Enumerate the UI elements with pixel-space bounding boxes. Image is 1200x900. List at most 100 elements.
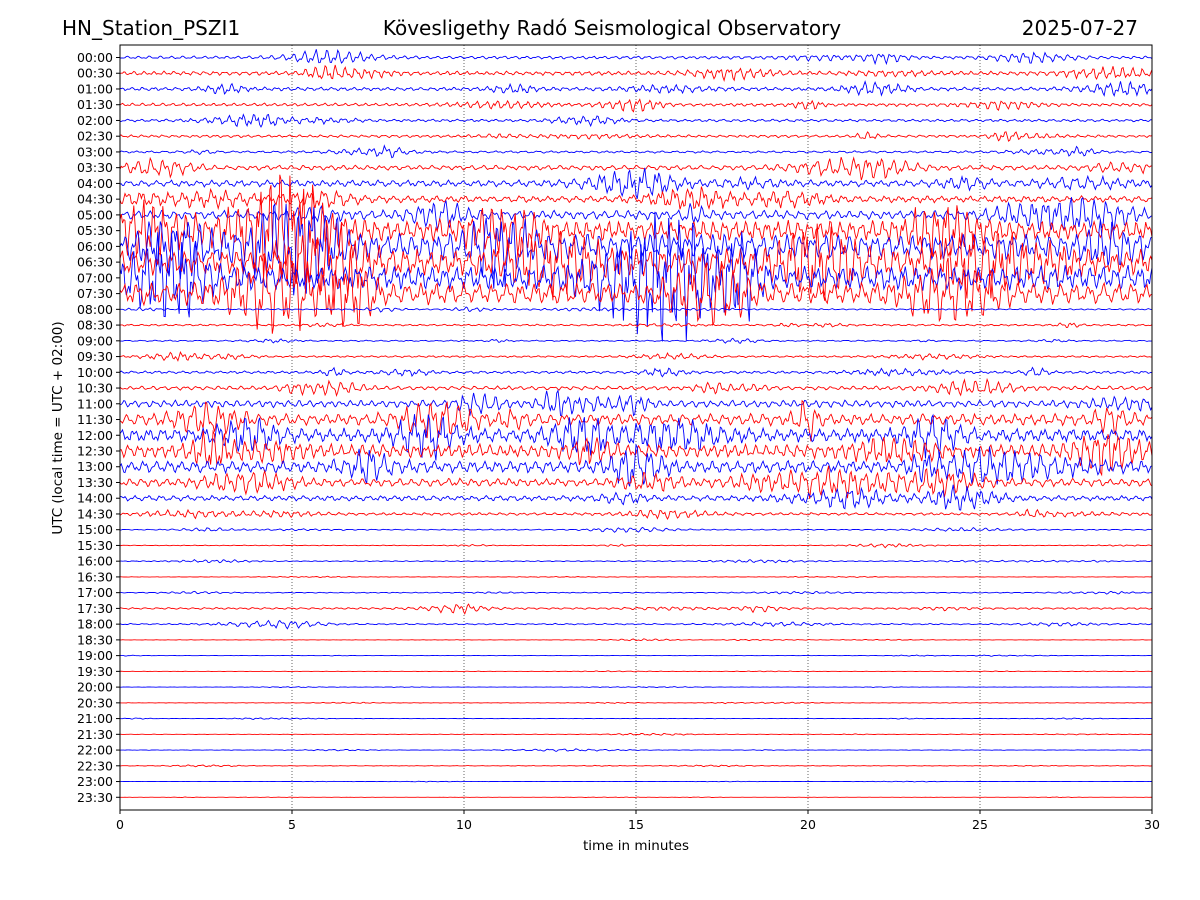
y-axis-label: UTC (local time = UTC + 02:00) (50, 321, 66, 534)
y-tick-label: 05:30 (77, 223, 113, 238)
trace-0800 (120, 306, 1153, 313)
trace-2330 (120, 796, 1153, 799)
trace-1730 (119, 603, 1153, 615)
x-tick-label: 25 (972, 817, 988, 832)
x-tick-label: 0 (116, 817, 124, 832)
trace-0030 (119, 64, 1153, 82)
trace-0930 (119, 351, 1153, 362)
trace-0130 (119, 98, 1153, 113)
y-tick-label: 20:30 (77, 695, 113, 710)
y-tick-label: 03:30 (77, 160, 113, 175)
trace-0200 (119, 113, 1153, 128)
trace-1930 (119, 670, 1153, 673)
trace-0230 (119, 131, 1153, 142)
y-tick-label: 06:30 (77, 255, 113, 270)
y-tick-label: 11:30 (77, 412, 113, 427)
trace-0600 (119, 202, 1153, 296)
y-tick-label: 00:30 (77, 66, 113, 81)
y-tick-label: 07:30 (77, 286, 113, 301)
y-tick-label: 13:00 (77, 459, 113, 474)
trace-2030 (119, 701, 1153, 705)
x-tick-label: 15 (628, 817, 644, 832)
trace-2200 (119, 748, 1152, 752)
trace-1000 (119, 366, 1153, 378)
trace-2300 (120, 780, 1152, 783)
y-tick-label: 10:30 (77, 381, 113, 396)
y-tick-label: 18:30 (77, 632, 113, 647)
y-tick-label: 12:00 (77, 428, 113, 443)
station-name: HN_Station_PSZI1 (62, 16, 240, 40)
trace-0000 (120, 48, 1153, 66)
chart-date: 2025-07-27 (1022, 16, 1138, 40)
y-tick-label: 12:30 (77, 444, 113, 459)
y-axis-ticks: 00:0000:3001:0001:3002:0002:3003:0003:30… (77, 50, 120, 805)
trace-1430 (119, 508, 1153, 520)
y-tick-label: 15:00 (77, 522, 113, 537)
trace-1700 (119, 590, 1152, 595)
y-tick-label: 16:00 (77, 554, 113, 569)
y-tick-label: 04:00 (77, 176, 113, 191)
trace-1900 (119, 654, 1152, 657)
trace-0100 (119, 80, 1153, 98)
trace-1600 (120, 559, 1153, 564)
y-tick-label: 20:00 (77, 680, 113, 695)
trace-1830 (119, 638, 1152, 642)
y-tick-label: 08:30 (77, 318, 113, 333)
y-tick-label: 19:00 (77, 648, 113, 663)
x-axis-ticks: 0 5 10 15 20 25 30 (116, 810, 1160, 832)
y-tick-label: 19:30 (77, 664, 113, 679)
trace-1400 (119, 484, 1153, 511)
trace-1100 (119, 388, 1153, 417)
y-tick-label: 22:00 (77, 743, 113, 758)
x-tick-label: 20 (800, 817, 816, 832)
trace-1030 (119, 377, 1153, 398)
trace-1800 (119, 619, 1153, 630)
y-tick-label: 09:30 (77, 349, 113, 364)
trace-0400 (119, 167, 1153, 199)
y-tick-label: 15:30 (77, 538, 113, 553)
y-tick-label: 01:30 (77, 97, 113, 112)
y-tick-label: 16:30 (77, 569, 113, 584)
x-tick-label: 10 (456, 817, 472, 832)
y-tick-label: 23:30 (77, 790, 113, 805)
y-tick-label: 11:00 (77, 396, 113, 411)
y-tick-label: 01:00 (77, 81, 113, 96)
y-tick-label: 08:00 (77, 302, 113, 317)
y-tick-label: 07:00 (77, 270, 113, 285)
trace-0330 (119, 156, 1153, 181)
y-tick-label: 14:00 (77, 491, 113, 506)
trace-1530 (119, 543, 1153, 549)
trace-0700 (119, 211, 1153, 342)
x-axis-label: time in minutes (583, 838, 689, 854)
y-tick-label: 17:30 (77, 601, 113, 616)
y-tick-label: 09:00 (77, 333, 113, 348)
y-tick-label: 21:30 (77, 727, 113, 742)
trace-1130 (119, 399, 1153, 442)
trace-0900 (120, 337, 1153, 344)
trace-0530 (119, 174, 1153, 286)
seismic-traces (119, 48, 1153, 799)
trace-1500 (119, 526, 1153, 533)
trace-2230 (119, 764, 1153, 768)
x-tick-label: 30 (1144, 817, 1160, 832)
y-tick-label: 18:00 (77, 617, 113, 632)
trace-2000 (120, 686, 1152, 689)
y-tick-label: 00:00 (77, 50, 113, 65)
y-tick-label: 13:30 (77, 475, 113, 490)
y-tick-label: 17:00 (77, 585, 113, 600)
trace-1300 (119, 443, 1153, 487)
chart-title: Kövesligethy Radó Seismological Observat… (383, 16, 841, 40)
y-tick-label: 23:00 (77, 774, 113, 789)
y-tick-label: 04:30 (77, 192, 113, 207)
y-tick-label: 14:30 (77, 506, 113, 521)
y-tick-label: 02:00 (77, 113, 113, 128)
trace-1200 (119, 413, 1153, 461)
grid-lines (291, 45, 981, 810)
y-tick-label: 22:30 (77, 758, 113, 773)
trace-2130 (119, 732, 1153, 736)
trace-0430 (119, 186, 1153, 211)
trace-1630 (119, 575, 1153, 578)
y-tick-label: 10:00 (77, 365, 113, 380)
trace-0300 (119, 144, 1153, 159)
